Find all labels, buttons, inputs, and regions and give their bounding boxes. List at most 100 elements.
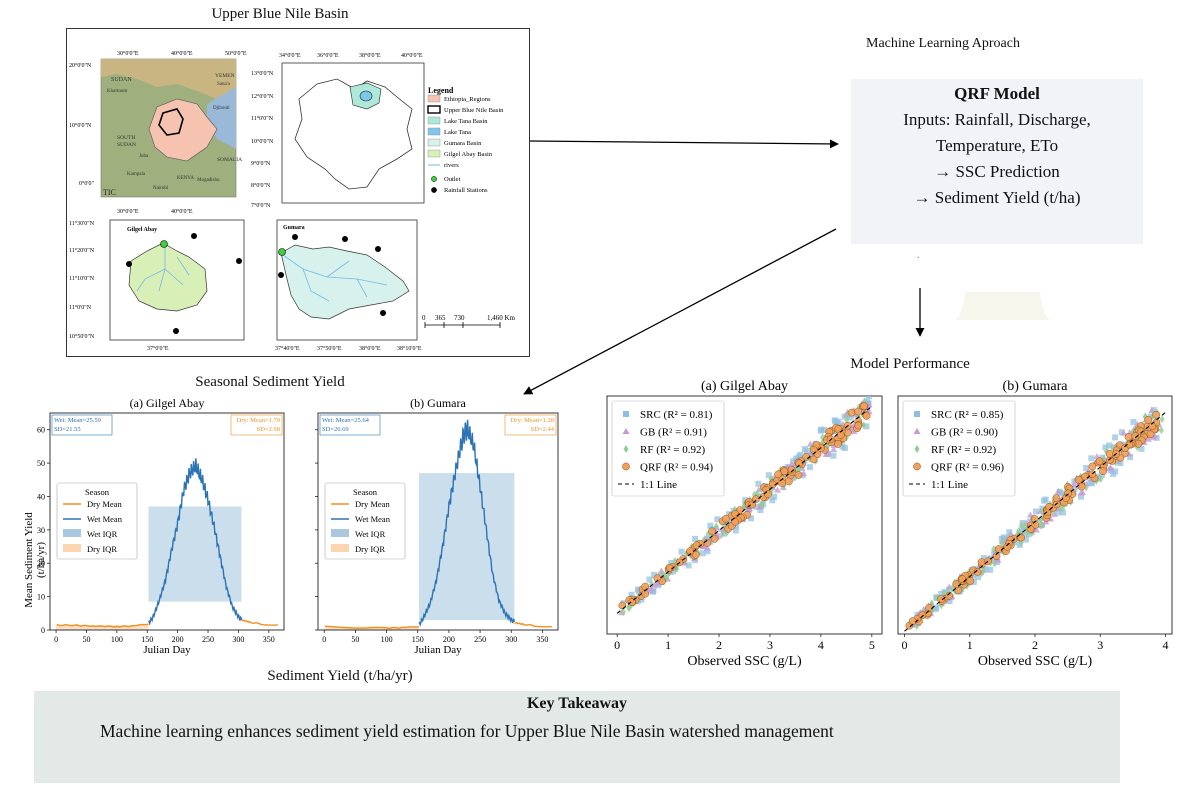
- rf-point: [991, 545, 997, 554]
- map-legend-label: Rainfall Stations: [444, 187, 488, 194]
- ethiopia-regions-shape: [148, 98, 218, 162]
- upper-blue-nile-outline: [158, 108, 184, 136]
- map-legend-label: Lake Tana: [444, 129, 471, 136]
- rf-point: [759, 501, 765, 510]
- rf-point: [1098, 474, 1104, 483]
- legend-marker-qrf: [913, 462, 921, 471]
- performance-xlabel: Observed SSC (g/L): [978, 654, 1093, 669]
- src-point: [793, 455, 800, 462]
- scale-bar: 0 365 730 1,460 Km: [422, 314, 516, 328]
- src-point: [980, 555, 987, 562]
- wet-stats-text: SD=21.55: [54, 426, 81, 433]
- qrf-point: [992, 552, 1001, 560]
- x-tick-label: 0: [54, 635, 58, 644]
- performance-legend-label: RF (R² = 0.92): [931, 444, 996, 456]
- place-label: Mogadishu: [197, 178, 220, 183]
- qrf-point: [1017, 533, 1025, 542]
- gb-point: [653, 580, 661, 587]
- performance-xlabel: Observed SSC (g/L): [687, 654, 802, 669]
- gb-point: [1120, 429, 1128, 436]
- rf-point: [732, 505, 738, 514]
- map-legend: Legend Ethiopia_Regions Upper Blue Nile B…: [427, 86, 504, 194]
- qrf-point: [784, 477, 793, 486]
- qrf-point: [721, 514, 730, 523]
- qrf-model-box: QRF Model Inputs: Rainfall, Discharge, T…: [851, 79, 1143, 244]
- series-line-dry-mean: [241, 619, 278, 626]
- qrf-point: [731, 517, 740, 526]
- src-point: [1127, 454, 1134, 461]
- dry-stats-box: [230, 414, 283, 436]
- lat-tick: 8°0'0"N: [251, 182, 271, 189]
- performance-legend-label: QRF (R² = 0.94): [640, 462, 713, 474]
- sediment-yield-label: Sediment Yield (t/ha/yr): [267, 668, 413, 684]
- lat-tick: 10°0'0"N: [69, 122, 92, 129]
- lon-tick: 40°0'0"E: [401, 52, 423, 59]
- x-tick-label: 50: [351, 635, 359, 644]
- qrf-point: [774, 470, 782, 479]
- map-legend-label: Lake Tana Basin: [444, 118, 488, 125]
- seasonal-plot-frame: [317, 412, 559, 631]
- src-point: [974, 574, 981, 581]
- gb-point: [1054, 487, 1062, 494]
- seasonal-legend-label: Wet Mean: [87, 514, 123, 524]
- x-tick-label: 250: [202, 635, 214, 644]
- lon-tick: 38°0'0"E: [359, 345, 381, 352]
- qrf-point: [1137, 427, 1145, 436]
- y-tick-label: 60: [37, 426, 45, 435]
- seasonal-legend-label: Wet IQR: [355, 529, 386, 539]
- qrf-point: [836, 431, 845, 439]
- qrf-point: [834, 440, 842, 448]
- rf-point: [626, 604, 632, 613]
- lon-tick: 30°0'0"E: [117, 50, 139, 57]
- src-point: [1150, 407, 1157, 414]
- lon-tick: 37°40'0"E: [275, 345, 300, 352]
- src-point: [646, 576, 653, 583]
- qrf-point: [908, 617, 917, 625]
- legend-marker-rf: [623, 445, 629, 453]
- rainfall-station-marker: [292, 234, 298, 240]
- seasonal-panel: (a) Gilgel Abay 0 10 20 30 40 50 60 0 50 100 150 200…: [37, 396, 285, 656]
- src-point: [801, 446, 808, 453]
- src-point: [1138, 445, 1145, 452]
- x-tick-label: 5: [869, 638, 875, 652]
- src-point: [1071, 478, 1078, 485]
- src-point: [841, 445, 848, 452]
- src-point: [704, 548, 711, 555]
- x-tick-label: 150: [141, 635, 153, 644]
- rainfall-station-marker: [191, 233, 197, 239]
- wet-stats-box: [51, 414, 113, 436]
- src-point: [692, 535, 699, 542]
- scatter-points: [618, 396, 873, 617]
- src-point: [806, 464, 813, 471]
- lat-tick: 9°0'0"N: [251, 160, 271, 167]
- lat-tick: 0°0'0": [79, 180, 94, 187]
- performance-panel-title: (a) Gilgel Abay: [701, 379, 788, 394]
- legend-marker-gb: [622, 428, 630, 434]
- x-tick-label: 1: [665, 638, 671, 652]
- gumara-inset-map: Gumara 37°40'0"E 37°50'0"E 38°0'0"E 38°1…: [275, 219, 422, 352]
- gb-point: [745, 506, 753, 513]
- gb-point: [822, 451, 830, 458]
- rf-point: [620, 608, 626, 617]
- map-legend-label: Gumara Basin: [444, 140, 482, 147]
- src-point: [847, 414, 854, 421]
- lon-tick: 37°50'0"E: [317, 345, 342, 352]
- gb-point: [773, 486, 781, 493]
- map-legend-swatch: [431, 187, 437, 193]
- src-point: [733, 522, 740, 529]
- seasonal-ylabel: Mean Sediment Yield: [23, 512, 35, 608]
- x-tick-label: 2: [716, 638, 722, 652]
- src-point: [790, 458, 797, 465]
- src-point: [821, 426, 828, 433]
- lon-tick: 38°10'0"E: [397, 345, 422, 352]
- map-legend-label: Upper Blue Nile Basin: [444, 107, 504, 114]
- rf-point: [713, 522, 719, 531]
- src-point: [1110, 470, 1117, 477]
- performance-legend-box: [902, 400, 1016, 497]
- lat-tick: 20°0'0"N: [69, 62, 92, 69]
- rf-point: [1024, 529, 1030, 538]
- src-point: [714, 516, 721, 523]
- map-legend-label: Gilgel Abay Basin: [444, 151, 493, 158]
- lon-tick: 40°0'0"E: [171, 208, 193, 215]
- qrf-point: [1026, 525, 1035, 533]
